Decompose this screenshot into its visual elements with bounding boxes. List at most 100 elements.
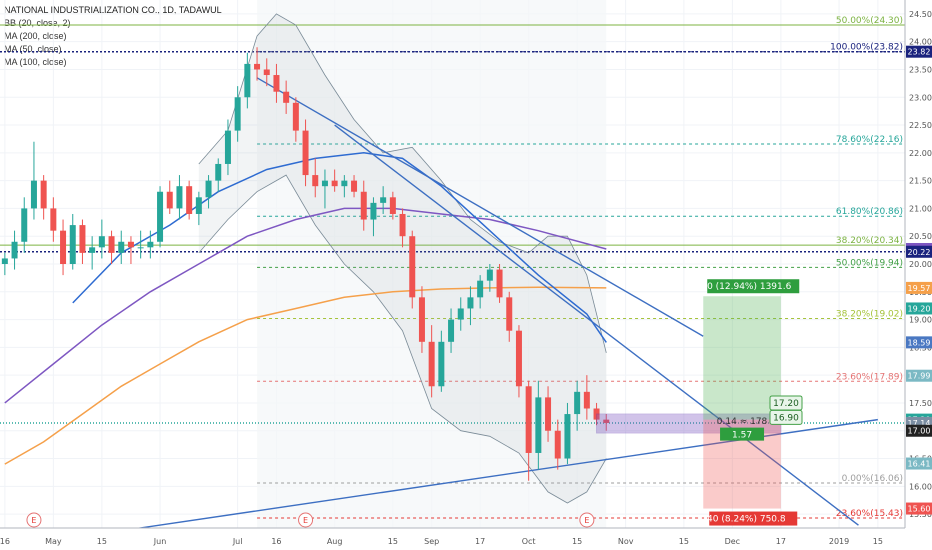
price-tag-bg-10	[906, 457, 932, 470]
x-tick-label-17: 15	[873, 537, 883, 546]
y-tick-label-11: 21.00	[909, 204, 932, 213]
x-axis-bg	[0, 528, 932, 550]
legend-bb: BB (20, close, 2)	[4, 18, 71, 28]
y-tick-label-18: 24.50	[909, 10, 932, 19]
position-target-zone	[703, 296, 781, 420]
callout-label-0: 17.20	[773, 399, 799, 409]
position-ratio-bg	[720, 427, 765, 441]
position-target-label: 2.20 (12.94%) 1391.6	[693, 282, 792, 292]
candle-body-50	[486, 269, 493, 281]
candle-body-57	[554, 430, 561, 459]
event-marker-2	[579, 512, 595, 528]
candle-body-39	[380, 197, 387, 203]
candle-body-45	[438, 341, 445, 387]
candle-body-38	[370, 202, 377, 220]
x-tick-label-3: Jun	[153, 537, 167, 546]
candle-body-13	[127, 241, 134, 248]
event-marker-label-1: E	[303, 516, 308, 525]
bb-upper-line	[198, 13, 607, 353]
candle-body-20	[195, 197, 202, 214]
x-tick-label-16: 2019	[829, 537, 849, 546]
candle-body-7	[69, 225, 76, 264]
top-fib-label-1: 38.20%(20.34)	[836, 236, 903, 246]
x-tick-label-5: 16	[271, 537, 281, 546]
y-tick-label-12: 21.50	[909, 177, 932, 186]
x-tick-label-11: 15	[572, 537, 582, 546]
candle-body-61	[593, 408, 600, 420]
price-tag-2: 20.22	[908, 248, 931, 257]
fib-level-label-3: 50.00%(19.94)	[836, 258, 903, 268]
bb-lower-line	[198, 174, 607, 504]
candle-body-55	[535, 397, 542, 453]
bb-band-fill	[198, 13, 607, 504]
candle-body-5	[50, 208, 57, 231]
fib-level-label-6: 0.00%(16.06)	[842, 474, 903, 484]
legend-ma50: MA (50, close)	[4, 44, 62, 54]
candle-body-54	[525, 386, 532, 453]
candle-body-35	[341, 180, 348, 187]
event-marker-label-2: E	[584, 516, 589, 525]
candle-body-11	[108, 236, 115, 253]
y-tick-label-0: 15.50	[909, 510, 932, 519]
candle-body-31	[302, 130, 309, 176]
price-tag-bg-6	[906, 369, 932, 382]
x-tick-label-10: Oct	[522, 537, 536, 546]
x-tick-label-14: Dec	[725, 537, 740, 546]
candle-body-25	[244, 63, 251, 98]
fib-level-label-2: 61.80%(20.86)	[836, 207, 903, 217]
candle-body-47	[457, 308, 464, 320]
candle-body-51	[496, 269, 503, 298]
price-tag-8: 17.14	[908, 419, 931, 428]
price-tag-10: 16.41	[908, 460, 931, 469]
candle-body-56	[545, 397, 552, 431]
candle-body-15	[147, 241, 154, 248]
range-box-label: 0.14 ≈ 178	[717, 417, 768, 427]
y-tick-label-7: 19.00	[909, 316, 932, 325]
candle-body-6	[60, 230, 67, 264]
candle-body-28	[273, 75, 280, 92]
price-tag-bg-4	[906, 302, 932, 315]
y-tick-label-15: 23.00	[909, 93, 932, 102]
candle-body-26	[254, 63, 261, 70]
candle-body-21	[205, 180, 212, 198]
event-marker-1	[298, 512, 314, 528]
price-tag-5: 18.59	[908, 338, 931, 347]
candle-body-4	[40, 180, 47, 209]
candle-body-27	[263, 69, 270, 76]
candle-body-48	[467, 297, 474, 309]
candle-body-24	[234, 97, 241, 131]
x-tick-label-7: 15	[388, 537, 398, 546]
price-tag-6: 17.99	[908, 372, 931, 381]
price-tag-bg-3	[906, 281, 932, 294]
candle-body-43	[418, 297, 425, 342]
position-target-label-bg	[707, 279, 800, 294]
x-tick-label-13: 15	[679, 537, 689, 546]
x-tick-label-15: 17	[776, 537, 786, 546]
candle-body-2	[21, 208, 28, 242]
candle-body-37	[360, 191, 367, 220]
y-tick-label-1: 16.00	[909, 482, 932, 491]
candle-body-10	[98, 236, 105, 248]
candle-body-32	[312, 175, 319, 187]
candle-body-34	[331, 180, 338, 187]
x-tick-label-2: 15	[97, 537, 107, 546]
candle-body-46	[448, 319, 455, 342]
price-tag-bg-0	[906, 45, 932, 58]
candle-body-59	[574, 391, 581, 415]
price-tag-11: 15.60	[908, 505, 931, 514]
candle-body-8	[79, 225, 86, 253]
x-tick-label-1: May	[45, 537, 62, 546]
y-tick-label-10: 20.50	[909, 232, 932, 241]
candle-body-16	[157, 191, 164, 242]
candle-body-18	[176, 186, 183, 209]
event-marker-0	[26, 512, 42, 528]
x-tick-label-0: 16	[0, 537, 10, 546]
x-tick-label-4: Jul	[232, 537, 243, 546]
candle-body-19	[186, 186, 193, 214]
candle-body-9	[89, 247, 96, 253]
price-tag-bg-2	[906, 245, 932, 258]
candle-body-30	[292, 102, 299, 131]
price-tag-9: 17.00	[908, 427, 931, 436]
trendline-0	[256, 77, 704, 337]
